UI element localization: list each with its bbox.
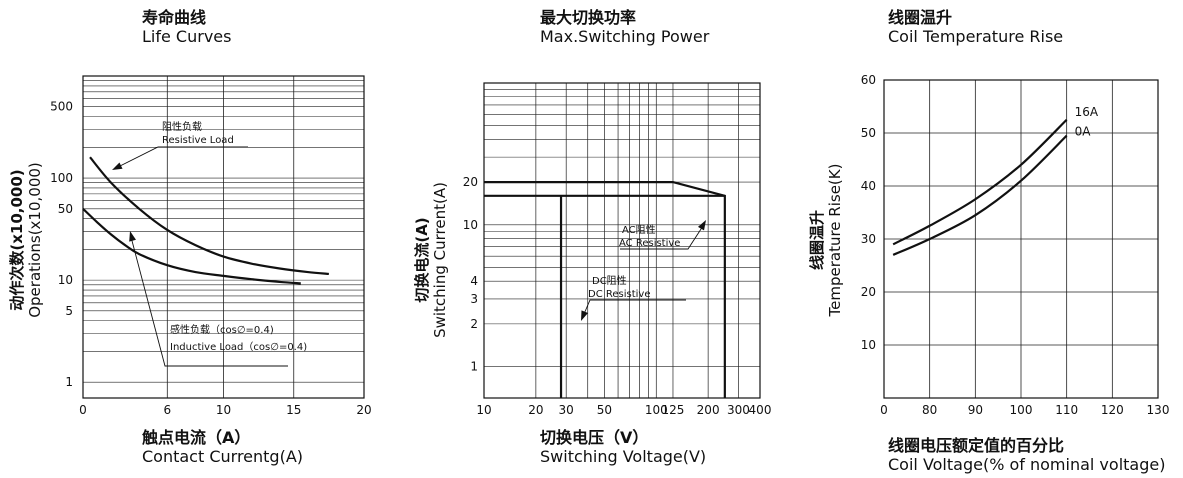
x-tick-label: 400 (749, 403, 772, 417)
switching-power-panel: 最大切换功率 Max.Switching Power 10 20 30 50 100 12… (400, 0, 790, 478)
chart-title: 最大切换功率 Max.Switching Power (540, 8, 709, 46)
series-label: 0A (1075, 125, 1092, 139)
annotation-arrow (697, 220, 706, 231)
x-axis-label-en: Contact Currentg(A) (142, 447, 304, 466)
y-tick-label: 10 (58, 273, 73, 287)
x-axis-label: 触点电流（A） Contact Currentg(A) (142, 428, 303, 466)
annotation-label: Resistive Load (162, 135, 234, 146)
annotation-leader (583, 299, 686, 315)
x-axis-label-en: Coil Voltage(% of nominal voltage) (888, 455, 1166, 474)
y-axis-label-zh: 动作次数(x10,000) (8, 169, 26, 310)
x-tick-label: 50 (597, 403, 612, 417)
y-tick-label: 5 (65, 304, 73, 318)
y-axis-label-en: Operations(x10,000) (26, 162, 44, 318)
chart-title-zh: 寿命曲线 (142, 8, 207, 27)
y-axis-label-zh: 切换电流(A) (413, 217, 431, 302)
x-tick-label: 110 (1055, 403, 1078, 417)
series-line-1 (892, 134, 1068, 256)
life-curves-panel: 寿命曲线 Life Curves 0 6 10 15 20 1 5 10 50 100 500 阻性负… (0, 0, 380, 478)
y-tick-label: 50 (861, 126, 876, 140)
x-tick-label: 0 (880, 403, 888, 417)
x-axis-label-zh: 触点电流（A） (142, 428, 251, 447)
chart-title-zh: 线圈温升 (888, 8, 953, 27)
chart-title-en: Coil Temperature Rise (888, 27, 1064, 46)
y-tick-label: 100 (50, 171, 73, 185)
y-tick-label: 10 (861, 338, 876, 352)
annotation-label: AC阻性 (622, 223, 656, 236)
x-tick-label: 10 (216, 403, 231, 417)
plot-frame (82, 75, 365, 399)
series-label: 16A (1075, 105, 1099, 119)
y-axis-label-zh: 线圈温升 (808, 210, 826, 270)
y-axis-label-en: Temperature Rise(K) (826, 164, 844, 318)
y-tick-label: 20 (861, 285, 876, 299)
annotation-arrow (112, 162, 123, 170)
x-tick-label: 6 (163, 403, 171, 417)
x-tick-label: 80 (922, 403, 937, 417)
annotation-leader (620, 225, 704, 250)
annotation-leader (130, 236, 288, 367)
series-line-0 (89, 156, 329, 276)
x-tick-label: 10 (476, 403, 491, 417)
y-tick-label: 40 (861, 179, 876, 193)
x-tick-label: 15 (286, 403, 301, 417)
x-tick-label: 90 (968, 403, 983, 417)
plot-frame (883, 79, 1159, 399)
chart-title: 线圈温升 Coil Temperature Rise (888, 8, 1063, 46)
x-axis-label-zh: 线圈电压额定值的百分比 (888, 436, 1065, 455)
coil-temperature-panel: 线圈温升 Coil Temperature Rise 0 80 90 100 110 12… (800, 0, 1183, 478)
y-tick-label: 4 (470, 274, 478, 288)
chart-title-zh: 最大切换功率 (540, 8, 637, 27)
y-tick-label: 10 (463, 218, 478, 232)
annotation-arrow (129, 231, 136, 242)
y-tick-label: 20 (463, 175, 478, 189)
annotation-label: DC Resistive (588, 289, 650, 300)
x-tick-label: 300 (727, 403, 750, 417)
coil-temperature-chart: 0 80 90 100 110 120 130 10 20 30 40 50 60 16A 0A 线圈温升 Te… (808, 73, 1170, 417)
y-axis-label-en: Switching Current(A) (431, 182, 449, 338)
x-tick-label: 30 (559, 403, 574, 417)
annotation-leader (115, 146, 248, 169)
x-tick-label: 20 (528, 403, 543, 417)
annotation-label: DC阻性 (592, 274, 627, 287)
y-tick-label: 30 (861, 232, 876, 246)
x-axis-label: 线圈电压额定值的百分比 Coil Voltage(% of nominal vo… (888, 436, 1165, 474)
plot-frame (483, 82, 761, 399)
series-line-0 (892, 118, 1068, 246)
x-tick-label: 20 (356, 403, 371, 417)
y-tick-label: 500 (50, 100, 73, 114)
y-tick-label: 3 (470, 292, 478, 306)
x-axis-label-zh: 切换电压（V） (540, 428, 649, 447)
y-tick-label: 2 (470, 317, 478, 331)
chart-title-en: Life Curves (142, 27, 232, 46)
x-axis-label-en: Switching Voltage(V) (540, 447, 707, 466)
x-tick-label: 100 (645, 403, 668, 417)
x-tick-label: 130 (1147, 403, 1170, 417)
annotation-label: 感性负载（cos∅=0.4) (170, 323, 274, 336)
chart-title-en: Max.Switching Power (540, 27, 710, 46)
y-tick-label: 50 (58, 202, 73, 216)
y-tick-label: 1 (65, 375, 73, 389)
annotation-label: 阻性负载 (162, 120, 202, 133)
x-tick-label: 0 (79, 403, 87, 417)
x-tick-label: 125 (662, 403, 685, 417)
x-tick-label: 100 (1010, 403, 1033, 417)
series-line-1 (82, 207, 301, 285)
y-tick-label: 1 (470, 360, 478, 374)
x-tick-label: 200 (697, 403, 720, 417)
x-axis-label: 切换电压（V） Switching Voltage(V) (540, 428, 706, 466)
y-tick-label: 60 (861, 73, 876, 87)
annotation-label: AC Resistive (619, 238, 680, 249)
annotation-label: Inductive Load（cos∅=0.4) (170, 341, 307, 353)
chart-title: 寿命曲线 Life Curves (142, 8, 231, 46)
series-line-0 (484, 180, 726, 398)
annotation-arrow (581, 310, 588, 321)
x-tick-label: 120 (1101, 403, 1124, 417)
